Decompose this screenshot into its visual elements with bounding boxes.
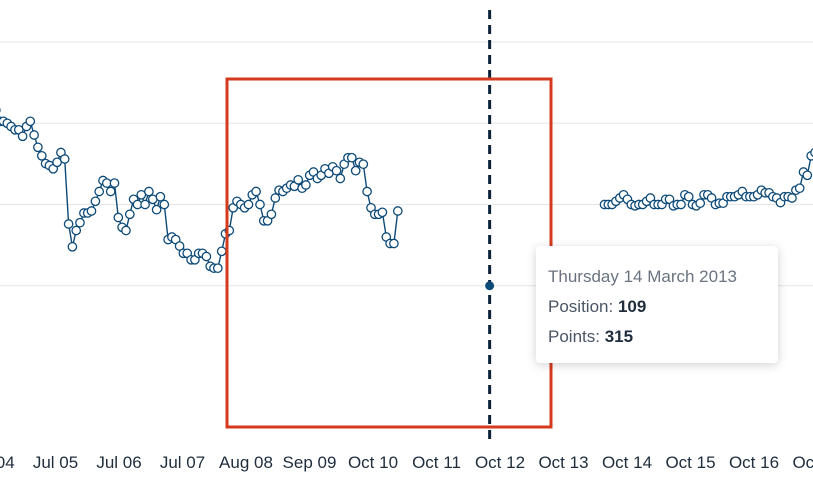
data-point[interactable] [36,150,47,161]
x-tick-label: Jul 06 [96,453,141,472]
x-axis-tick-labels: Jul 04 Jul 05 Jul 06 Jul 07 Aug 08 Sep 09 Oct … [0,453,813,472]
data-point[interactable] [86,206,97,216]
data-point[interactable] [90,196,101,207]
data-point[interactable] [377,207,388,218]
hovered-point[interactable] [485,281,495,291]
data-point[interactable] [350,165,361,176]
data-point[interactable] [243,199,254,210]
data-point[interactable] [67,241,78,252]
data-point[interactable] [59,154,70,164]
tooltip-points-value: 315 [604,327,634,346]
x-tick-label: Oct 17 [792,453,813,472]
data-point[interactable] [159,199,170,210]
data-point[interactable] [140,199,150,210]
tooltip-position-label: Position: [548,297,614,316]
data-point[interactable] [29,130,39,140]
data-point[interactable] [216,246,227,257]
series-layer [0,107,813,274]
data-point[interactable] [33,142,43,153]
x-tick-label: Jul 07 [160,453,205,472]
x-tick-label: Oct 15 [665,453,715,472]
data-point[interactable] [251,186,261,197]
data-point[interactable] [810,148,813,157]
x-tick-label: Oct 13 [538,453,588,472]
tooltip: Thursday 14 March 2013 Position: 109 Poi… [536,246,778,363]
x-tick-label: Jul 05 [33,453,78,472]
data-point[interactable] [389,238,399,249]
data-point[interactable] [301,180,311,190]
data-point[interactable] [109,178,120,188]
x-tick-label: Sep 09 [283,453,337,472]
data-point[interactable] [802,170,813,181]
data-point[interactable] [124,209,135,220]
x-tick-label: Oct 12 [475,453,525,472]
data-point[interactable] [683,191,694,202]
tooltip-points-row: Points: 315 [548,322,766,352]
data-point[interactable] [144,186,154,197]
data-point[interactable] [787,193,797,203]
data-point[interactable] [331,165,342,176]
x-tick-label: Jul 04 [0,453,15,472]
data-point[interactable] [94,186,105,197]
data-point[interactable] [335,173,346,184]
data-point[interactable] [113,212,124,223]
tooltip-points-label: Points: [548,327,600,346]
data-point[interactable] [151,204,162,215]
data-point[interactable] [794,183,805,194]
x-tick-label: Oct 16 [729,453,779,472]
data-point[interactable] [392,206,403,216]
data-point[interactable] [25,116,36,127]
data-point[interactable] [695,198,706,209]
data-point[interactable] [63,219,74,229]
x-tick-label: Aug 08 [219,453,273,472]
tooltip-position-row: Position: 109 [548,292,766,322]
data-point[interactable] [155,191,166,202]
highlight-box [225,77,553,429]
data-point[interactable] [358,159,369,170]
data-point[interactable] [121,225,131,236]
data-point[interactable] [362,186,372,197]
tooltip-date: Thursday 14 March 2013 [548,267,737,286]
data-point[interactable] [201,251,212,262]
data-point[interactable] [75,217,85,228]
data-point[interactable] [270,193,281,203]
data-point[interactable] [676,199,686,210]
data-point[interactable] [212,263,223,274]
series-line-0 [0,119,399,269]
data-point[interactable] [293,174,304,185]
data-point[interactable] [266,209,277,220]
x-tick-label: Oct 11 [412,453,461,472]
data-point[interactable] [105,186,116,197]
data-point[interactable] [17,131,28,142]
data-point[interactable] [255,199,265,210]
x-tick-label: Oct 10 [348,453,398,472]
data-point[interactable] [71,225,82,236]
tooltip-position-value: 109 [617,297,647,316]
data-point[interactable] [346,152,357,163]
x-tick-label: Oct 14 [602,453,652,472]
